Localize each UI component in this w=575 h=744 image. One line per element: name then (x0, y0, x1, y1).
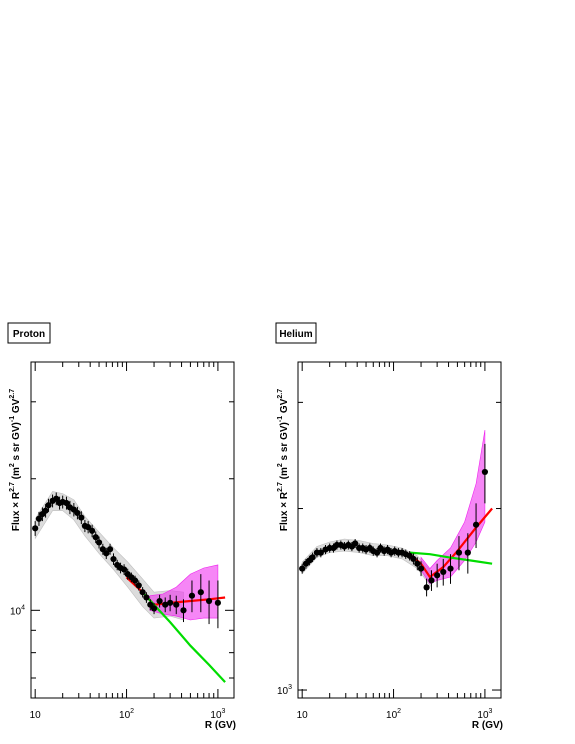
x-tick-label: 102 (386, 708, 401, 721)
data-point (110, 555, 117, 563)
data-point (352, 540, 359, 547)
data-point (95, 539, 103, 546)
data-point (434, 572, 441, 579)
x-tick-label: 103 (477, 708, 492, 721)
data-point (78, 514, 85, 521)
data-point (89, 527, 96, 534)
chart-panel-proton: 10 102 103 104 R (GV) Flux × R2.7 (m2 s sr GV… (7, 322, 236, 731)
data-point (180, 607, 187, 614)
x-tick-label: 102 (119, 708, 134, 721)
plot-frame (297, 361, 502, 699)
panel-label-box (7, 322, 51, 344)
data-point (156, 597, 163, 605)
band-group (301, 429, 493, 589)
data-point (317, 549, 324, 556)
data-point (143, 594, 150, 601)
x-tick-label: 103 (210, 708, 225, 721)
data-point (99, 546, 106, 553)
data-point (410, 555, 417, 563)
data-point (464, 549, 471, 556)
data-point (74, 509, 81, 517)
x-axis-label: R (GV) (472, 720, 503, 731)
y-axis-label: Flux × R2.7 (m2 s sr GV)-1 GV2.7 (9, 389, 22, 531)
data-point (85, 524, 92, 531)
data-point (35, 515, 43, 522)
data-point (455, 549, 463, 556)
data-point (131, 577, 139, 584)
data-point (428, 577, 435, 584)
data-point (106, 546, 114, 553)
band-group (34, 491, 226, 683)
systematic-band (301, 538, 432, 589)
data-point (42, 507, 49, 514)
y-tick-label: 103 (277, 684, 292, 697)
data-point (214, 599, 222, 606)
data-point (32, 525, 39, 532)
fit-line-green (409, 551, 493, 565)
data-point (173, 601, 180, 608)
data-point (197, 589, 204, 596)
data-point (440, 568, 447, 576)
data-point (120, 566, 128, 573)
data-point (188, 592, 196, 599)
panel-label-box (275, 322, 317, 344)
y-tick-label: 104 (10, 604, 25, 617)
data-point (481, 468, 489, 476)
data-point (299, 565, 306, 572)
x-axis-label: R (GV) (205, 720, 236, 731)
data-point (417, 565, 425, 572)
panel-label: Proton (13, 329, 45, 340)
data-point (167, 599, 174, 606)
x-tick-label: 10 (30, 710, 42, 721)
data-point (92, 534, 99, 541)
data-point (135, 582, 142, 589)
panel-label: Helium (279, 329, 312, 340)
data-point (414, 560, 421, 567)
data-point (45, 502, 52, 509)
data-point (373, 549, 381, 556)
data-point (472, 521, 480, 528)
data-point (53, 495, 60, 502)
data-point (447, 565, 454, 572)
data-point (103, 550, 110, 557)
data-point (309, 554, 316, 561)
data-point (63, 499, 70, 507)
data-point (423, 584, 430, 591)
data-point (139, 589, 146, 596)
y-axis-label: Flux × R2.7 (m2 s sr GV)-1 GV2.7 (277, 389, 290, 531)
data-point (162, 601, 169, 608)
plot-frame (30, 361, 235, 699)
x-tick-label: 10 (297, 710, 309, 721)
data-point (205, 597, 213, 605)
data-point (150, 605, 158, 612)
